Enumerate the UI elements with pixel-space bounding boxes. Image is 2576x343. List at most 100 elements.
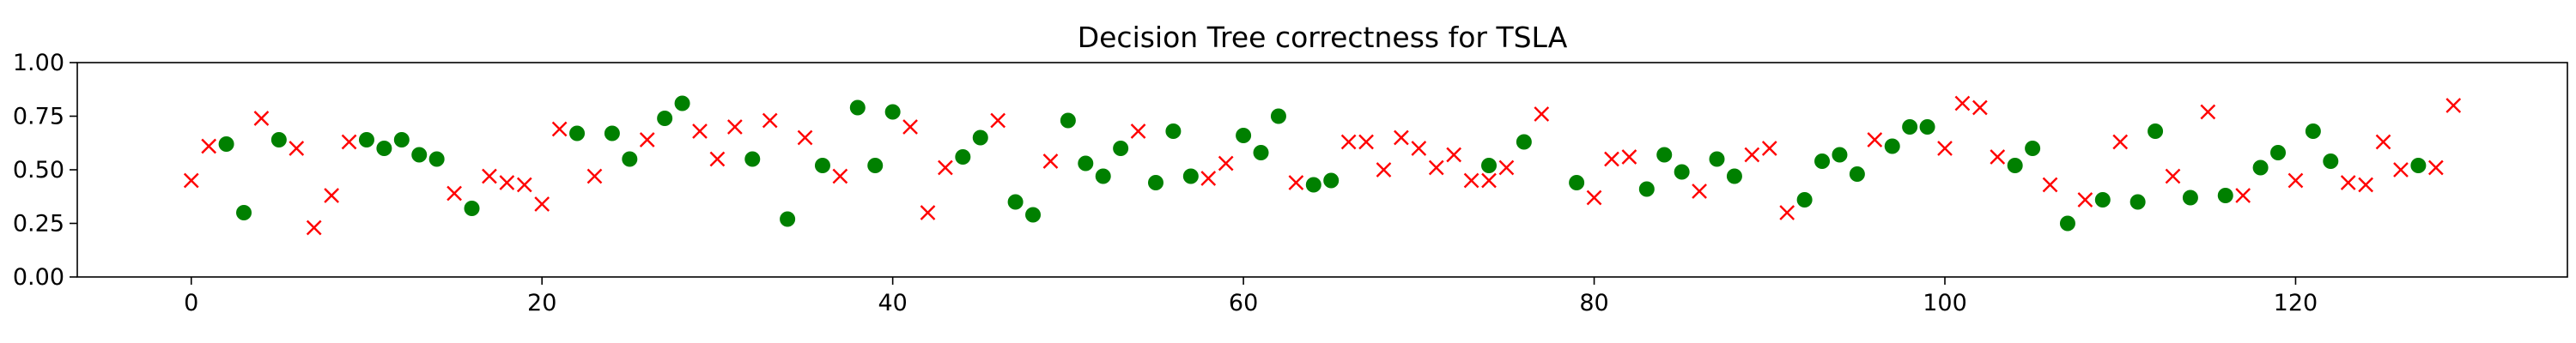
correct-point: [464, 201, 480, 216]
correct-point: [2305, 123, 2321, 139]
correct-point: [1569, 175, 1585, 190]
correct-point: [1849, 166, 1865, 182]
incorrect-point: [1779, 205, 1795, 220]
correct-point: [1814, 153, 1831, 169]
correct-point: [2252, 159, 2269, 176]
x-marker-stroke: [516, 177, 532, 193]
correct-point: [2182, 190, 2198, 206]
x-marker-stroke: [1692, 184, 1707, 199]
y-tick-label: 0.25: [13, 211, 64, 238]
incorrect-point: [1288, 175, 1304, 190]
correct-point: [358, 132, 374, 147]
x-marker-stroke: [1411, 141, 1427, 156]
incorrect-point: [324, 188, 339, 203]
incorrect-point: [534, 196, 550, 212]
correct-point: [1832, 147, 1848, 163]
x-marker-stroke: [1534, 106, 1550, 122]
incorrect-point: [726, 119, 743, 135]
incorrect-point: [1376, 162, 1392, 178]
correct-point: [1674, 164, 1690, 180]
x-marker-stroke: [2375, 134, 2391, 150]
correct-point: [674, 95, 690, 111]
x-marker-stroke: [1130, 123, 1146, 139]
y-tick-label: 0.00: [13, 264, 64, 291]
incorrect-point: [938, 159, 953, 176]
incorrect-point: [306, 220, 322, 236]
x-marker-stroke: [1867, 132, 1883, 147]
incorrect-point: [920, 205, 936, 220]
x-marker-stroke: [289, 141, 305, 156]
correct-point: [1709, 151, 1725, 167]
x-marker-stroke: [1463, 172, 1479, 189]
incorrect-point: [551, 121, 568, 137]
x-marker-stroke: [534, 196, 550, 212]
x-marker-stroke: [253, 111, 270, 126]
incorrect-point: [1340, 134, 1357, 150]
incorrect-point: [1200, 171, 1217, 186]
x-marker-stroke: [306, 220, 322, 236]
chart-title: Decision Tree correctness for TSLA: [1078, 21, 1568, 54]
x-marker-stroke: [2165, 168, 2181, 184]
correct-point: [1113, 141, 1129, 156]
incorrect-point: [1692, 184, 1707, 199]
incorrect-point: [1937, 141, 1953, 156]
x-marker-stroke: [2200, 104, 2216, 120]
incorrect-point: [2427, 159, 2444, 176]
x-marker-stroke: [1428, 159, 1444, 176]
correct-point: [604, 125, 620, 141]
incorrect-point: [1990, 149, 2006, 165]
plot-area-frame: [76, 62, 2568, 278]
incorrect-point: [586, 168, 603, 184]
x-marker-stroke: [1376, 162, 1392, 178]
x-marker-stroke: [1761, 141, 1777, 156]
incorrect-point: [1463, 172, 1479, 189]
x-marker-stroke: [709, 151, 726, 167]
incorrect-point: [762, 112, 778, 129]
x-marker-stroke: [920, 205, 936, 220]
incorrect-point: [2112, 134, 2129, 150]
incorrect-point: [201, 138, 217, 154]
incorrect-point: [1498, 159, 1515, 176]
x-marker-stroke: [902, 119, 918, 135]
correct-point: [1656, 147, 1673, 163]
correct-point: [1147, 175, 1163, 190]
x-marker-stroke: [692, 123, 708, 139]
x-marker-stroke: [2077, 192, 2093, 208]
correct-point: [270, 132, 287, 147]
correct-point: [2148, 123, 2164, 139]
x-marker-stroke: [2235, 188, 2251, 203]
x-marker-stroke: [2287, 172, 2304, 189]
correct-point: [1078, 155, 1094, 172]
x-marker-stroke: [2393, 162, 2409, 178]
correct-point: [884, 104, 901, 120]
x-marker-stroke: [1604, 151, 1619, 167]
incorrect-point: [1130, 123, 1146, 139]
x-marker-stroke: [2112, 134, 2129, 150]
incorrect-point: [990, 112, 1006, 129]
x-marker-stroke: [1971, 99, 1988, 116]
x-marker-stroke: [1481, 172, 1497, 189]
x-marker-stroke: [1288, 175, 1304, 190]
x-marker-stroke: [726, 119, 743, 135]
x-tick-label: 0: [184, 290, 198, 316]
x-tick-label: 40: [878, 290, 907, 316]
x-marker-stroke: [2427, 159, 2444, 176]
correct-point: [376, 141, 392, 156]
incorrect-point: [902, 119, 918, 135]
x-marker-stroke: [1446, 147, 1462, 163]
x-marker-stroke: [1340, 134, 1357, 150]
x-marker-stroke: [1621, 149, 1637, 165]
x-marker-stroke: [586, 168, 603, 184]
x-marker-stroke: [1586, 190, 1602, 206]
incorrect-point: [709, 151, 726, 167]
y-tick-label: 1.00: [13, 50, 64, 76]
correct-point: [2025, 141, 2041, 156]
incorrect-point: [1446, 147, 1462, 163]
x-marker-stroke: [1394, 129, 1409, 146]
x-marker-stroke: [551, 121, 568, 137]
correct-point: [1182, 168, 1199, 184]
incorrect-point: [1394, 129, 1409, 146]
correct-point: [972, 129, 988, 146]
